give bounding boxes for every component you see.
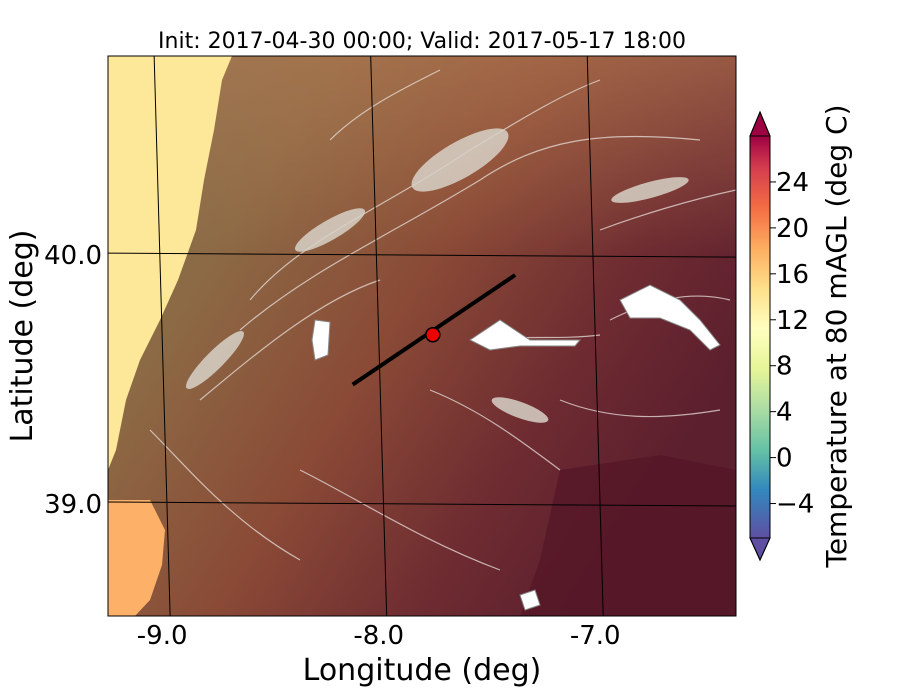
- x-tick-label: -8.0: [353, 621, 404, 651]
- colorbar-gradient: [750, 136, 770, 538]
- colorbar-tick-label: 12: [776, 306, 809, 336]
- y-tick-labels: 40.0 39.0: [44, 241, 102, 520]
- colorbar-tick-label: 24: [776, 168, 809, 198]
- graticule: [108, 56, 736, 616]
- colorbar-label: Temperature at 80 mAGL (deg C): [820, 104, 853, 568]
- y-tick-label: 39.0: [44, 490, 102, 520]
- colorbar-extend-max: [749, 110, 771, 137]
- meridian-line: [586, 56, 604, 616]
- meridian-line: [370, 56, 388, 616]
- chart-title: Init: 2017-04-30 00:00; Valid: 2017-05-1…: [158, 29, 686, 54]
- colorbar: −4 0 4 8 12 16 20 24: [749, 110, 814, 562]
- warm-coastal-patch: [108, 500, 165, 616]
- colorbar-extend-min: [749, 537, 771, 562]
- colorbar-tick-label: 8: [776, 352, 793, 382]
- map-area: [108, 56, 736, 616]
- parallel-line: [108, 501, 736, 507]
- colorbar-tick-label: 20: [776, 214, 809, 244]
- x-axis-label: Longitude (deg): [303, 653, 542, 688]
- colorbar-tick-label: −4: [776, 490, 814, 520]
- colorbar-ticks: −4 0 4 8 12 16 20 24: [770, 168, 814, 520]
- x-tick-label: -7.0: [570, 621, 621, 651]
- parallel-line: [108, 252, 736, 258]
- terrain-contours: [149, 69, 736, 571]
- colorbar-tick-label: 4: [776, 398, 793, 428]
- x-tick-label: -9.0: [137, 621, 188, 651]
- snow-peaks: [186, 128, 689, 423]
- meridian-line: [153, 56, 171, 616]
- map-frame: [107, 55, 737, 617]
- ocean-area: [108, 56, 232, 470]
- y-tick-label: 40.0: [44, 241, 102, 271]
- location-marker: [425, 327, 441, 343]
- warm-lowland-patch: [520, 455, 736, 616]
- colorbar-outline: [749, 110, 771, 562]
- colorbar-tick-label: 0: [776, 444, 793, 474]
- y-axis-label: Latitude (deg): [5, 230, 40, 443]
- x-tick-labels: -9.0 -8.0 -7.0: [137, 621, 621, 651]
- colorbar-tick-label: 16: [776, 260, 809, 290]
- masked-water-bodies: [311, 284, 721, 611]
